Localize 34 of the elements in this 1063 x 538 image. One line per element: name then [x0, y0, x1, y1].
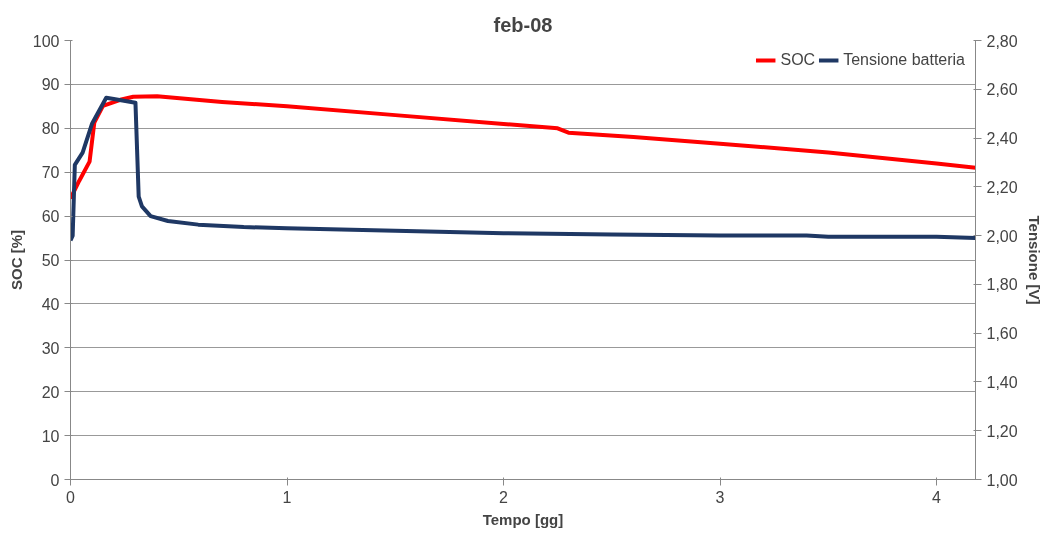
y2-tick-label: 1,40 — [986, 373, 1018, 391]
y-tick-label: 100 — [32, 32, 60, 50]
y-tick-label: 0 — [50, 471, 60, 489]
y2-tick-label: 1,00 — [986, 471, 1018, 489]
y-tick-label: 70 — [41, 164, 60, 182]
y2-tick-label: 2,00 — [986, 227, 1018, 245]
y2-tick-label: 1,80 — [986, 276, 1018, 294]
x-tick-label: 1 — [282, 488, 292, 506]
legend-label: SOC — [780, 51, 816, 69]
y2-axis-title: Tensione [V] — [1025, 215, 1043, 305]
y-axis-title: SOC [%] — [7, 230, 25, 290]
line-series — [70, 94, 976, 201]
y2-tick-label: 2,20 — [986, 178, 1018, 196]
x-tick-label: 2 — [499, 488, 509, 506]
x-axis-title: Tempo [gg] — [482, 510, 564, 528]
chart-title: feb-08 — [493, 13, 553, 36]
x-tick-label: 4 — [932, 488, 942, 506]
y-tick-label: 90 — [41, 76, 60, 94]
y-tick-label: 50 — [41, 252, 60, 269]
y-tick-label: 10 — [41, 427, 60, 445]
x-tick-label: 0 — [66, 488, 76, 506]
x-tick-label: 3 — [715, 488, 725, 506]
y-tick-label: 30 — [41, 339, 60, 357]
y-tick-label: 80 — [41, 120, 60, 138]
line-series — [70, 95, 976, 243]
y2-tick-label: 2,60 — [986, 81, 1018, 99]
y-tick-label: 40 — [41, 295, 60, 313]
y2-tick-label: 2,80 — [986, 32, 1018, 50]
legend-label: Tensione batteria — [843, 51, 965, 69]
y2-tick-label: 2,40 — [986, 130, 1018, 148]
y-tick-label: 20 — [41, 383, 60, 401]
y2-tick-label: 1,60 — [986, 325, 1018, 343]
y-tick-label: 60 — [41, 208, 60, 226]
y2-tick-label: 1,20 — [986, 422, 1018, 440]
